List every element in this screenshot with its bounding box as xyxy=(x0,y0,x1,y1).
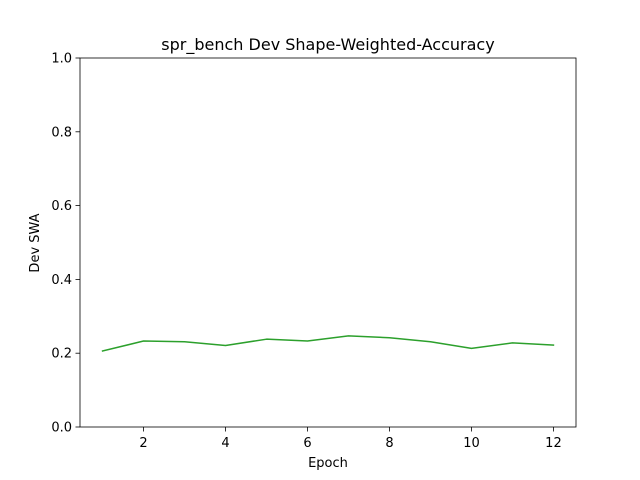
series-line-0 xyxy=(101,335,555,352)
plot-frame xyxy=(79,57,577,428)
y-tick-label: 1.0 xyxy=(51,52,72,67)
x-tick-label: 12 xyxy=(545,436,562,451)
y-tick-label: 0.4 xyxy=(51,273,72,288)
chart-title: spr_bench Dev Shape-Weighted-Accuracy xyxy=(161,35,494,55)
x-tick-label: 4 xyxy=(221,436,229,451)
x-tick-label: 10 xyxy=(463,436,480,451)
x-axis-label: Epoch xyxy=(308,456,348,471)
x-tick-label: 2 xyxy=(139,436,147,451)
x-tick-label: 6 xyxy=(303,436,311,451)
y-tick-label: 0.0 xyxy=(51,421,72,436)
y-tick-label: 0.6 xyxy=(51,199,72,214)
y-tick-label: 0.8 xyxy=(51,125,72,140)
y-tick-label: 0.2 xyxy=(51,347,72,362)
x-tick-label: 8 xyxy=(385,436,393,451)
y-axis-label: Dev SWA xyxy=(28,213,43,272)
plot-area: 2 4 6 8 10 12 0.0 0.2 0.4 0.6 0.8 1.0 xyxy=(51,52,577,451)
